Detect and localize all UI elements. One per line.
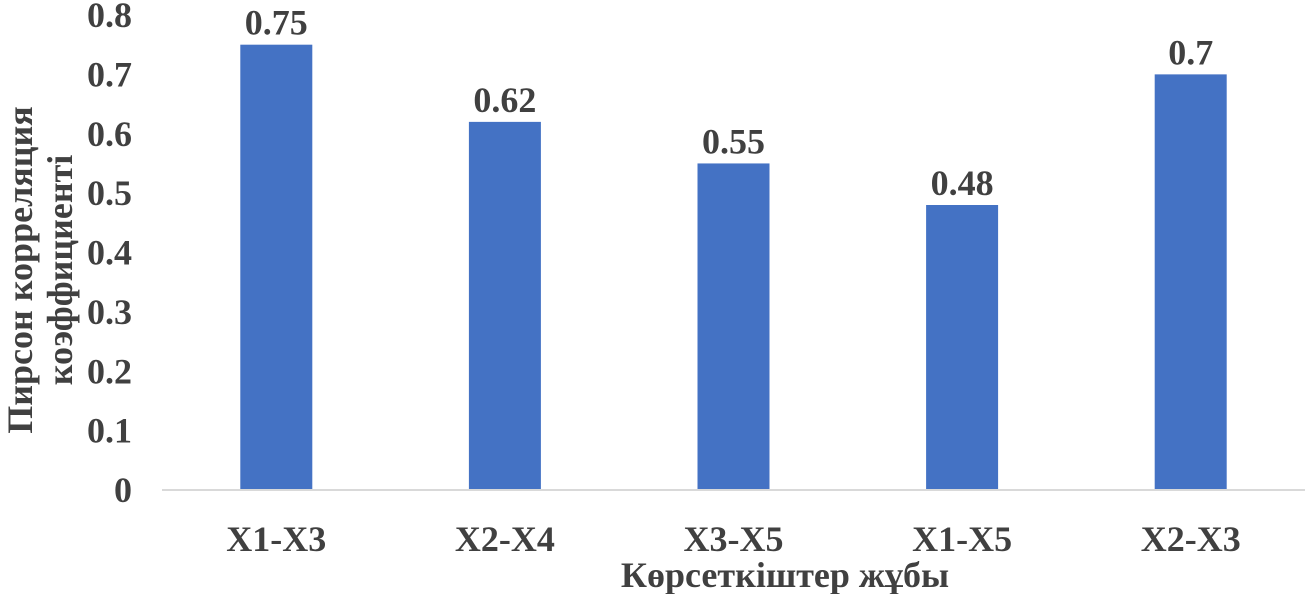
data-labels: 0.75 0.62 0.55 0.48 0.7 (245, 3, 1213, 203)
x-category-label: X1-X3 (226, 519, 326, 559)
y-tick-label: 0.5 (87, 173, 132, 213)
bar (468, 121, 541, 490)
y-tick-label: 0.2 (87, 351, 132, 391)
x-category-label: X2-X3 (1141, 519, 1241, 559)
bars (240, 44, 1227, 490)
bar (697, 163, 770, 490)
x-category-label: X3-X5 (684, 519, 784, 559)
x-category-label: X1-X5 (912, 519, 1012, 559)
x-axis-category-labels: X1-X3 X2-X4 X3-X5 X1-X5 X2-X3 (226, 519, 1240, 559)
bar-value-label: 0.48 (931, 163, 994, 203)
y-tick-label: 0.1 (87, 411, 132, 451)
x-axis-title: Көрсеткіштер жұбы (621, 555, 949, 594)
y-axis-title-line-1: Пирсон корреляция (0, 106, 40, 433)
y-axis-title-line-2: коэффициенті (40, 155, 80, 386)
x-category-label: X2-X4 (455, 519, 555, 559)
bar (926, 205, 999, 490)
y-tick-label: 0.7 (87, 54, 132, 94)
y-axis-ticks: 0 0.1 0.2 0.3 0.4 0.5 0.6 0.7 0.8 (87, 0, 132, 510)
y-tick-label: 0 (114, 470, 132, 510)
y-tick-label: 0.8 (87, 0, 132, 35)
bar (1154, 74, 1227, 490)
bar-value-label: 0.7 (1168, 32, 1213, 72)
y-tick-label: 0.3 (87, 292, 132, 332)
bar-value-label: 0.75 (245, 3, 308, 43)
y-tick-label: 0.4 (87, 233, 132, 273)
y-tick-label: 0.6 (87, 114, 132, 154)
bar-value-label: 0.62 (473, 80, 536, 120)
bar (240, 44, 313, 490)
bar-value-label: 0.55 (702, 121, 765, 161)
